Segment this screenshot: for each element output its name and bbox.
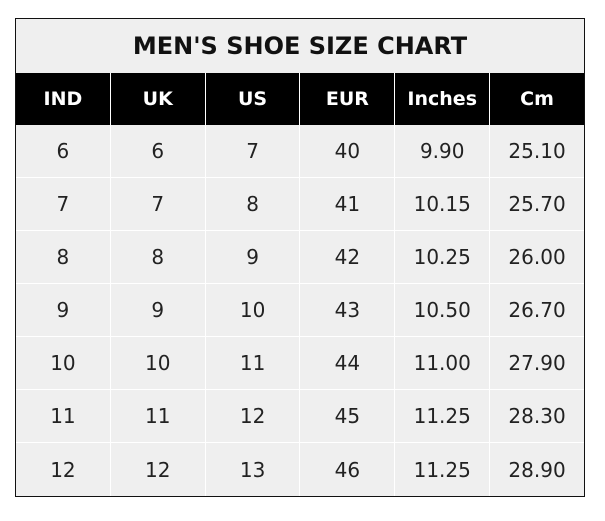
cell-inches: 10.15 xyxy=(395,178,491,231)
table-row: 9 9 10 43 10.50 26.70 xyxy=(16,284,584,337)
table-row: 11 11 12 45 11.25 28.30 xyxy=(16,390,584,443)
cell-ind: 11 xyxy=(16,390,111,443)
cell-uk: 10 xyxy=(110,337,206,390)
cell-uk: 11 xyxy=(110,390,206,443)
cell-eur: 46 xyxy=(300,443,396,496)
column-header-ind: IND xyxy=(16,73,111,125)
cell-ind: 8 xyxy=(16,231,111,284)
cell-eur: 43 xyxy=(300,284,396,337)
cell-ind: 12 xyxy=(16,443,111,496)
column-header-uk: UK xyxy=(111,73,206,125)
cell-ind: 6 xyxy=(16,125,111,178)
table-row: 7 7 8 41 10.15 25.70 xyxy=(16,178,584,231)
cell-eur: 40 xyxy=(300,125,396,178)
cell-ind: 10 xyxy=(16,337,111,390)
cell-eur: 41 xyxy=(300,178,396,231)
cell-us: 12 xyxy=(205,390,301,443)
column-header-eur: EUR xyxy=(300,73,396,125)
cell-cm: 28.90 xyxy=(508,457,566,482)
cell-us: 7 xyxy=(205,125,301,178)
cell-uk: 8 xyxy=(110,231,206,284)
header-row: IND UK US EUR Inches Cm xyxy=(16,73,584,125)
cell-us: 9 xyxy=(205,231,301,284)
table-row: 12 12 13 46 11.25 28.90 xyxy=(16,443,584,496)
size-chart-table: MEN'S SHOE SIZE CHART IND UK US EUR Inches Cm… xyxy=(15,18,585,497)
table-row: 10 10 11 44 11.00 27.90 xyxy=(16,337,584,390)
cell-inches: 9.90 xyxy=(395,125,491,178)
column-header-cm: Cm xyxy=(520,88,554,110)
cell-cm: 26.00 xyxy=(490,231,584,284)
cell-cm: 25.70 xyxy=(490,178,584,231)
cell-inches: 10.25 xyxy=(395,231,491,284)
cell-inches: 11.25 xyxy=(395,390,491,443)
cell-eur: 42 xyxy=(300,231,396,284)
cell-inches: 11.25 xyxy=(395,443,491,496)
table-row: 6 6 7 40 9.90 25.10 xyxy=(16,125,584,178)
cell-cm: 26.70 xyxy=(490,284,584,337)
column-header-us: US xyxy=(206,73,301,125)
table-title: MEN'S SHOE SIZE CHART xyxy=(16,19,584,73)
cell-cm: 25.10 xyxy=(490,125,584,178)
cell-uk: 9 xyxy=(110,284,206,337)
table-body: 6 6 7 40 9.90 25.10 7 7 8 41 10.15 25.70 8 8 9 42 10.25 2… xyxy=(16,125,584,496)
cell-uk: 6 xyxy=(110,125,206,178)
cell-uk: 7 xyxy=(110,178,206,231)
cell-ind: 9 xyxy=(16,284,111,337)
cell-us: 8 xyxy=(205,178,301,231)
cell-ind: 7 xyxy=(16,178,111,231)
table-row: 8 8 9 42 10.25 26.00 xyxy=(16,231,584,284)
cell-us: 13 xyxy=(206,443,301,496)
cell-cm: 28.30 xyxy=(490,390,584,443)
cell-us: 10 xyxy=(205,284,301,337)
cell-us: 11 xyxy=(205,337,301,390)
column-header-inches: Inches xyxy=(395,73,491,125)
cell-eur: 45 xyxy=(300,390,396,443)
cell-inches: 11.00 xyxy=(395,337,491,390)
cell-inches: 10.50 xyxy=(395,284,491,337)
cell-cm: 27.90 xyxy=(490,337,584,390)
cell-uk: 12 xyxy=(111,443,206,496)
cell-eur: 44 xyxy=(300,337,396,390)
